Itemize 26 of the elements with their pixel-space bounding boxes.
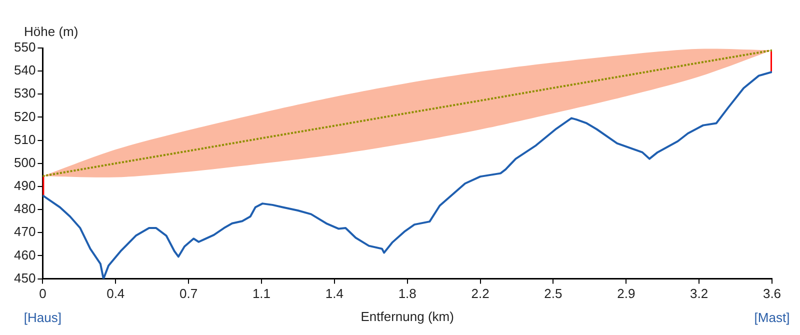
x-tick-label: 0.4 — [106, 286, 125, 302]
x-tick-label: 3.6 — [762, 286, 782, 302]
y-tick-label: 490 — [14, 178, 36, 194]
x-tick-label: 0 — [39, 286, 46, 302]
y-tick-label: 510 — [14, 132, 36, 147]
x-tick-label: 1.1 — [252, 286, 271, 302]
x-tick-label: 3.2 — [690, 286, 708, 302]
x-tick-label: 2.9 — [617, 286, 636, 302]
y-tick-label: 550 — [14, 40, 36, 55]
text: [Mast] — [754, 310, 790, 326]
y-tick-label: 520 — [14, 108, 36, 124]
x-tick-label: 2.5 — [544, 286, 562, 302]
y-tick-label: 530 — [14, 86, 36, 101]
y-tick-label: 460 — [14, 247, 36, 262]
y-tick-label: 500 — [14, 154, 36, 170]
x-tick-label: 1.4 — [325, 286, 344, 302]
x-axis-title: Entfernung (km) — [360, 308, 454, 324]
x-tick-label: 2.2 — [471, 286, 490, 302]
y-tick-label: 470 — [14, 224, 36, 240]
y-tick-label: 540 — [14, 62, 36, 78]
text: [Haus] — [24, 310, 62, 326]
x-tick-label: 1.8 — [398, 286, 416, 302]
y-tick-label: 450 — [14, 270, 36, 286]
y-axis-title: Höhe (m) — [24, 24, 78, 39]
y-tick-label: 480 — [14, 201, 36, 216]
x-tick-label: 0.7 — [180, 286, 198, 302]
